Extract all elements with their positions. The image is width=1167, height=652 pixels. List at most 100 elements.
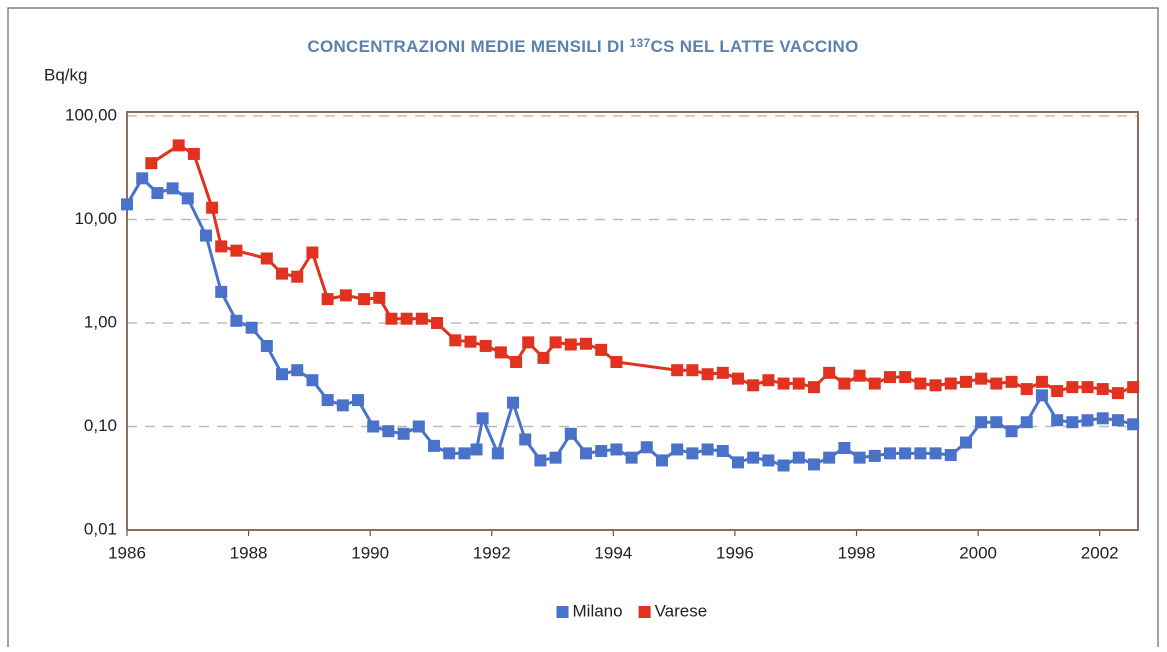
data-point bbox=[762, 374, 775, 387]
data-point bbox=[230, 244, 243, 257]
data-point bbox=[415, 312, 428, 325]
data-point bbox=[899, 447, 912, 460]
data-point bbox=[1051, 385, 1064, 398]
data-point bbox=[1111, 414, 1124, 427]
data-point bbox=[595, 444, 608, 457]
data-point bbox=[494, 346, 507, 359]
x-tick-label: 1986 bbox=[108, 543, 146, 562]
y-tick-label: 0,01 bbox=[84, 519, 117, 538]
data-point bbox=[868, 377, 881, 390]
data-point bbox=[534, 454, 547, 467]
data-point bbox=[807, 458, 820, 471]
data-point bbox=[883, 371, 896, 384]
data-point bbox=[1066, 416, 1079, 429]
x-tick-label: 1994 bbox=[594, 543, 632, 562]
data-point bbox=[579, 337, 592, 350]
data-point bbox=[367, 420, 380, 433]
data-point bbox=[519, 433, 532, 446]
x-tick-label: 1998 bbox=[838, 543, 876, 562]
data-point bbox=[537, 351, 550, 364]
data-point bbox=[291, 364, 304, 377]
data-point bbox=[260, 252, 273, 265]
data-point bbox=[510, 355, 523, 368]
data-point bbox=[1005, 375, 1018, 388]
data-point bbox=[595, 343, 608, 356]
data-point bbox=[172, 139, 185, 152]
data-point bbox=[929, 379, 942, 392]
data-point bbox=[121, 198, 133, 211]
data-point bbox=[507, 396, 520, 409]
data-point bbox=[671, 443, 684, 456]
data-point bbox=[610, 355, 623, 368]
title-text: CS NEL LATTE VACCINO bbox=[651, 37, 859, 56]
data-point bbox=[731, 372, 744, 385]
data-point bbox=[1096, 412, 1109, 425]
plot-frame bbox=[126, 111, 1139, 531]
data-point bbox=[944, 377, 957, 390]
data-point bbox=[215, 285, 228, 298]
data-point bbox=[959, 436, 972, 449]
data-point bbox=[1035, 375, 1048, 388]
data-point bbox=[522, 336, 535, 349]
data-point bbox=[747, 379, 760, 392]
legend-swatch bbox=[638, 606, 651, 618]
data-point bbox=[701, 443, 714, 456]
data-point bbox=[959, 375, 972, 388]
data-point bbox=[491, 447, 504, 460]
data-point bbox=[883, 447, 896, 460]
data-point bbox=[1051, 414, 1064, 427]
data-point bbox=[701, 368, 714, 381]
data-point bbox=[610, 443, 623, 456]
data-point bbox=[853, 369, 866, 382]
data-point bbox=[944, 449, 957, 462]
data-point bbox=[458, 447, 471, 460]
data-point bbox=[136, 172, 149, 185]
data-point bbox=[640, 441, 653, 454]
data-point bbox=[260, 339, 273, 352]
data-point bbox=[464, 335, 477, 348]
data-point bbox=[549, 336, 562, 349]
data-point bbox=[431, 317, 444, 329]
data-point bbox=[716, 444, 729, 457]
x-tick-label: 1996 bbox=[716, 543, 754, 562]
data-point bbox=[151, 187, 164, 200]
data-point bbox=[914, 377, 927, 390]
data-point bbox=[929, 447, 942, 460]
data-point bbox=[914, 447, 927, 460]
data-point bbox=[276, 267, 289, 280]
data-point bbox=[549, 451, 562, 464]
data-point bbox=[807, 381, 820, 394]
data-point bbox=[291, 270, 304, 283]
outer-frame bbox=[7, 7, 1159, 647]
data-point bbox=[777, 459, 790, 472]
data-point bbox=[762, 454, 775, 467]
legend-item: Milano bbox=[556, 601, 623, 620]
data-point bbox=[187, 147, 200, 160]
data-point bbox=[181, 192, 194, 205]
data-point bbox=[1020, 383, 1033, 396]
data-point bbox=[412, 420, 425, 433]
data-point bbox=[625, 451, 638, 464]
data-point bbox=[1111, 387, 1124, 400]
data-point bbox=[1081, 381, 1094, 394]
data-point bbox=[792, 377, 805, 390]
data-point bbox=[449, 334, 462, 347]
data-point bbox=[853, 451, 866, 464]
data-point bbox=[428, 439, 441, 452]
data-point bbox=[321, 293, 334, 306]
data-point bbox=[823, 366, 836, 379]
data-point bbox=[792, 451, 805, 464]
data-point bbox=[352, 394, 365, 407]
y-tick-label: 1,00 bbox=[84, 312, 117, 331]
data-point bbox=[400, 312, 413, 325]
data-point bbox=[479, 339, 492, 352]
data-point bbox=[990, 377, 1003, 390]
x-tick-label: 1990 bbox=[351, 543, 389, 562]
y-tick-label: 0,10 bbox=[84, 416, 117, 435]
data-point bbox=[716, 366, 729, 379]
data-point bbox=[899, 371, 912, 384]
data-point bbox=[579, 447, 592, 460]
x-tick-label: 2002 bbox=[1081, 543, 1119, 562]
